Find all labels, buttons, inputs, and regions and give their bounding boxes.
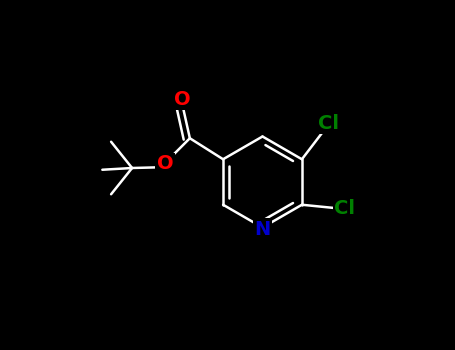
Text: Cl: Cl: [334, 199, 355, 218]
Text: O: O: [157, 154, 174, 173]
Text: O: O: [174, 90, 191, 108]
Text: Cl: Cl: [318, 114, 339, 133]
Text: N: N: [254, 220, 271, 239]
